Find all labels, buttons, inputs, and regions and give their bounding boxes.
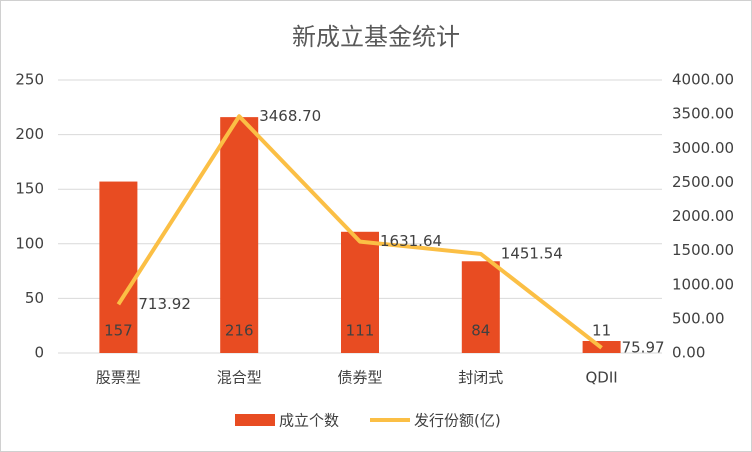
y2-tick-label: 500.00 — [672, 309, 725, 327]
chart-title: 新成立基金统计 — [292, 23, 460, 51]
legend-label: 发行份额(亿) — [414, 412, 501, 430]
legend-label: 成立个数 — [279, 412, 339, 430]
bar-value-label: 157 — [104, 322, 133, 340]
y2-tick-label: 0.00 — [672, 344, 705, 362]
y2-tick-label: 2500.00 — [672, 173, 734, 191]
x-tick-label: QDII — [585, 369, 617, 387]
x-tick-label: 债券型 — [337, 369, 382, 387]
line-value-label: 75.97 — [622, 338, 665, 356]
line-value-label: 1451.54 — [501, 244, 563, 262]
y2-tick-label: 1500.00 — [672, 241, 734, 259]
x-tick-label: 混合型 — [217, 369, 262, 387]
x-tick-label: 股票型 — [96, 369, 141, 387]
y-tick-label: 50 — [25, 289, 44, 307]
y-tick-label: 200 — [15, 125, 44, 143]
y2-tick-label: 3500.00 — [672, 105, 734, 123]
y2-tick-label: 4000.00 — [672, 71, 734, 89]
line-value-label: 713.92 — [138, 295, 191, 313]
bar-value-label: 11 — [592, 321, 611, 339]
y-tick-label: 0 — [34, 344, 44, 362]
bar — [461, 261, 500, 353]
legend-swatch — [235, 414, 275, 426]
y2-tick-label: 1000.00 — [672, 275, 734, 293]
bar-value-label: 84 — [471, 322, 490, 340]
y-tick-label: 250 — [15, 71, 44, 89]
x-tick-label: 封闭式 — [458, 369, 503, 387]
line-value-label: 3468.70 — [259, 107, 321, 125]
y2-tick-label: 3000.00 — [672, 139, 734, 157]
y2-tick-label: 2000.00 — [672, 207, 734, 225]
y-tick-label: 150 — [15, 180, 44, 198]
bar-value-label: 216 — [225, 322, 254, 340]
bar — [220, 117, 259, 354]
y-tick-label: 100 — [15, 234, 44, 252]
line — [116, 114, 603, 350]
bar-value-label: 111 — [346, 322, 375, 340]
bar — [99, 181, 138, 353]
bar — [341, 231, 379, 353]
line-value-label: 1631.64 — [380, 232, 442, 250]
